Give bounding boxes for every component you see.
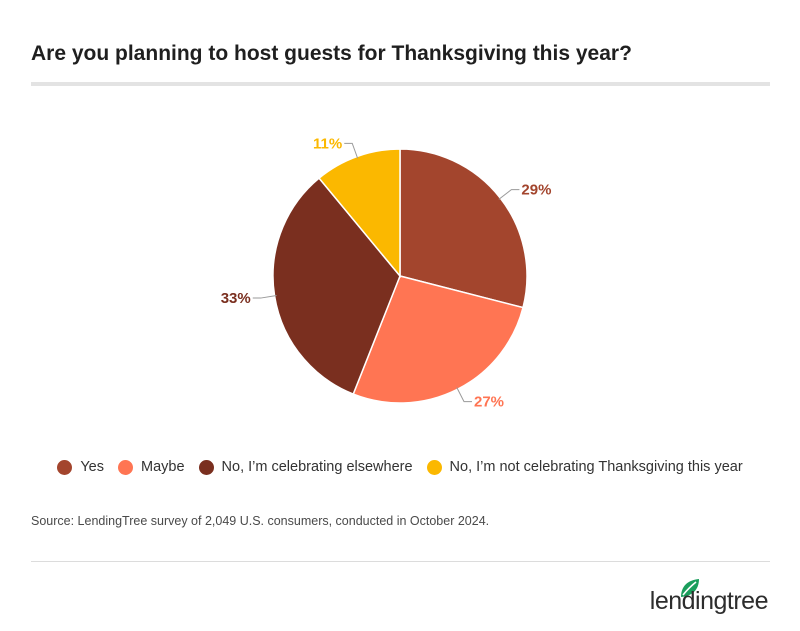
legend-item-celebrating-elsewhere: No, I’m celebrating elsewhere xyxy=(198,459,413,475)
leader-line-not-celebrating xyxy=(344,142,359,159)
legend-swatch-celebrating-elsewhere xyxy=(198,459,214,475)
title-divider xyxy=(31,82,770,86)
data-label-not-celebrating: 11% xyxy=(313,135,342,152)
legend-item-yes: Yes xyxy=(57,459,104,475)
data-label-celebrating-elsewhere: 33% xyxy=(221,290,251,307)
legend: Yes Maybe No, I’m celebrating elsewhere … xyxy=(0,459,800,475)
leader-line-celebrating-elsewhere xyxy=(252,295,277,299)
legend-swatch-not-celebrating xyxy=(426,459,442,475)
data-label-maybe: 27% xyxy=(474,394,504,411)
legend-item-not-celebrating: No, I’m not celebrating Thanksgiving thi… xyxy=(426,459,743,475)
leader-line-yes xyxy=(498,189,520,200)
source-note: Source: LendingTree survey of 2,049 U.S.… xyxy=(31,514,490,528)
legend-item-maybe: Maybe xyxy=(118,459,185,475)
chart-title: Are you planning to host guests for Than… xyxy=(31,42,632,65)
legend-label-celebrating-elsewhere: No, I’m celebrating elsewhere xyxy=(221,459,413,475)
legend-swatch-yes xyxy=(57,459,73,475)
data-label-yes: 29% xyxy=(521,182,551,199)
pie-chart: 29% 27% 33% 11% xyxy=(221,135,552,411)
leaf-icon xyxy=(681,579,699,597)
logo-wordmark: lendingtree xyxy=(649,587,769,615)
legend-label-not-celebrating: No, I’m not celebrating Thanksgiving thi… xyxy=(449,459,743,475)
legend-label-yes: Yes xyxy=(80,459,104,475)
lendingtree-logo: lendingtree xyxy=(628,578,769,618)
footer-divider xyxy=(31,561,770,562)
legend-swatch-maybe xyxy=(118,459,133,475)
leader-line-maybe xyxy=(456,387,473,403)
legend-label-maybe: Maybe xyxy=(141,459,185,475)
